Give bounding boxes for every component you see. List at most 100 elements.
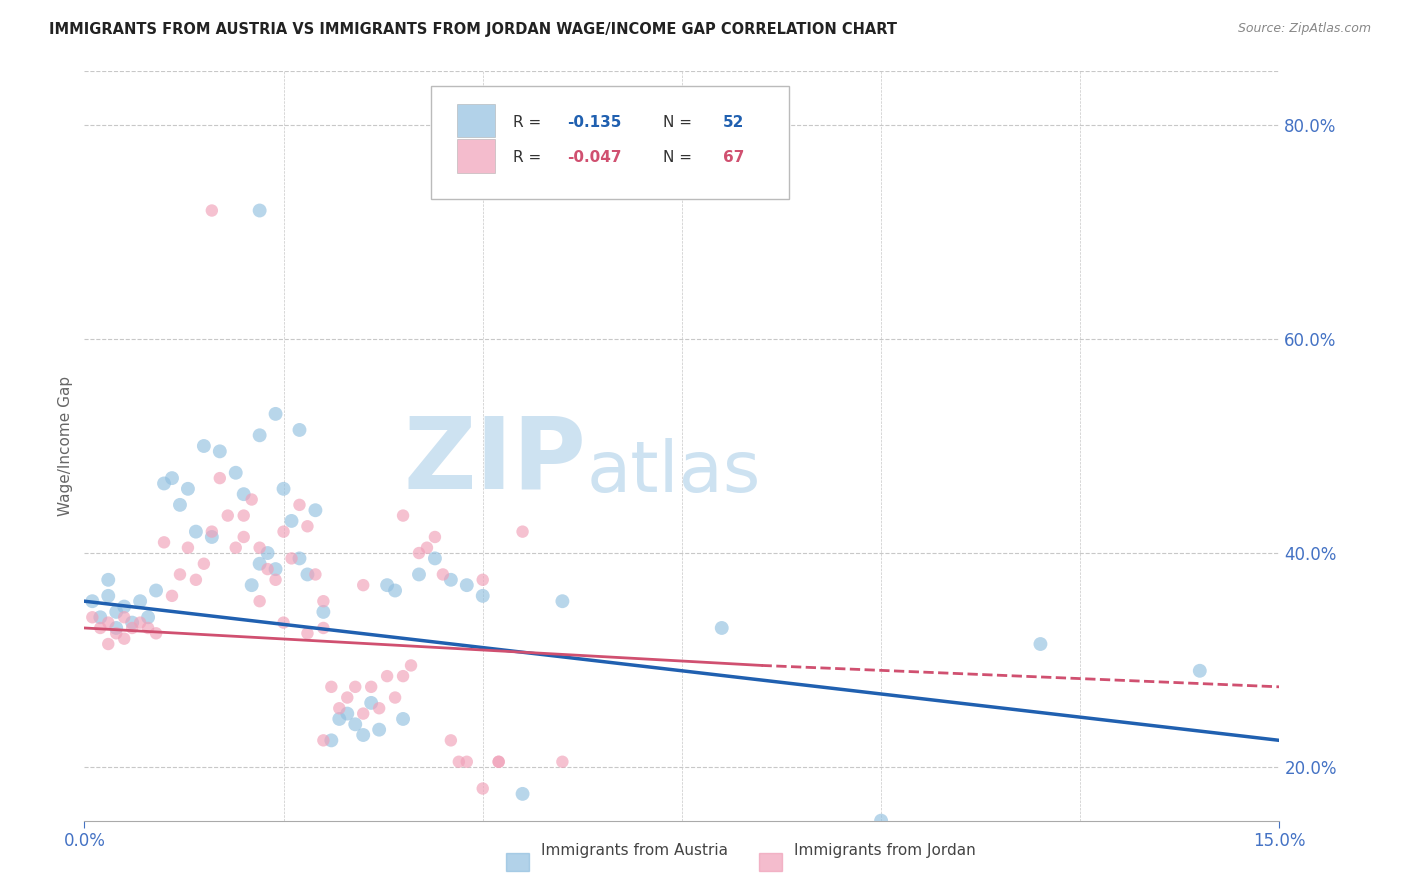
- Point: [352, 578, 374, 592]
- Point: [280, 551, 302, 566]
- Point: [240, 578, 263, 592]
- Point: [145, 626, 167, 640]
- Point: [105, 621, 128, 635]
- Point: [297, 567, 319, 582]
- Point: [488, 755, 510, 769]
- Text: IMMIGRANTS FROM AUSTRIA VS IMMIGRANTS FROM JORDAN WAGE/INCOME GAP CORRELATION CH: IMMIGRANTS FROM AUSTRIA VS IMMIGRANTS FR…: [49, 22, 897, 37]
- Point: [249, 203, 271, 218]
- Point: [440, 573, 463, 587]
- Point: [169, 567, 191, 582]
- Point: [384, 690, 406, 705]
- Point: [136, 610, 159, 624]
- Point: [112, 632, 135, 646]
- Text: R =: R =: [513, 115, 547, 130]
- Point: [249, 428, 271, 442]
- Point: [82, 610, 104, 624]
- Point: [184, 573, 207, 587]
- Point: [360, 680, 382, 694]
- Point: [440, 733, 463, 747]
- Point: [249, 557, 271, 571]
- Text: atlas: atlas: [586, 438, 761, 507]
- Point: [273, 615, 295, 630]
- Point: [1029, 637, 1052, 651]
- Point: [256, 546, 278, 560]
- Point: [312, 621, 335, 635]
- Point: [551, 755, 574, 769]
- Point: [408, 546, 430, 560]
- Point: [184, 524, 207, 539]
- Point: [249, 594, 271, 608]
- Point: [312, 733, 335, 747]
- Point: [312, 605, 335, 619]
- Point: [160, 471, 183, 485]
- Text: -0.135: -0.135: [567, 115, 621, 130]
- Point: [249, 541, 271, 555]
- Text: ZIP: ZIP: [404, 412, 586, 509]
- Point: [201, 524, 224, 539]
- Point: [121, 615, 143, 630]
- Point: [328, 712, 350, 726]
- Point: [208, 444, 231, 458]
- Point: [129, 615, 152, 630]
- Point: [710, 621, 733, 635]
- Point: [392, 712, 415, 726]
- Point: [273, 524, 295, 539]
- Point: [408, 567, 430, 582]
- Point: [297, 519, 319, 533]
- Point: [375, 669, 398, 683]
- Point: [288, 423, 311, 437]
- Point: [105, 626, 128, 640]
- FancyBboxPatch shape: [432, 87, 790, 199]
- Point: [177, 482, 200, 496]
- Point: [328, 701, 350, 715]
- FancyBboxPatch shape: [457, 103, 495, 137]
- Point: [321, 680, 343, 694]
- Point: [264, 562, 287, 576]
- Text: Immigrants from Austria: Immigrants from Austria: [541, 843, 728, 858]
- Point: [97, 615, 120, 630]
- Point: [416, 541, 439, 555]
- Point: [471, 781, 494, 796]
- Point: [177, 541, 200, 555]
- Point: [280, 514, 302, 528]
- Point: [232, 530, 254, 544]
- Point: [392, 508, 415, 523]
- Point: [89, 621, 111, 635]
- Text: N =: N =: [662, 150, 696, 165]
- Point: [160, 589, 183, 603]
- Point: [225, 466, 247, 480]
- Text: N =: N =: [662, 115, 696, 130]
- Point: [344, 717, 367, 731]
- Point: [273, 482, 295, 496]
- Point: [82, 594, 104, 608]
- Point: [456, 578, 478, 592]
- Text: Source: ZipAtlas.com: Source: ZipAtlas.com: [1237, 22, 1371, 36]
- Point: [336, 706, 359, 721]
- Point: [360, 696, 382, 710]
- Point: [288, 498, 311, 512]
- Point: [232, 487, 254, 501]
- Text: 67: 67: [723, 150, 744, 165]
- Point: [471, 573, 494, 587]
- Point: [344, 680, 367, 694]
- Y-axis label: Wage/Income Gap: Wage/Income Gap: [58, 376, 73, 516]
- Point: [456, 755, 478, 769]
- Point: [89, 610, 111, 624]
- Point: [368, 701, 391, 715]
- Point: [169, 498, 191, 512]
- Text: 52: 52: [723, 115, 744, 130]
- Point: [512, 787, 534, 801]
- Point: [447, 755, 470, 769]
- Point: [208, 471, 231, 485]
- Point: [432, 567, 454, 582]
- Point: [193, 557, 215, 571]
- Point: [232, 508, 254, 523]
- Point: [121, 621, 143, 635]
- Point: [304, 567, 326, 582]
- Text: -0.047: -0.047: [567, 150, 621, 165]
- Point: [256, 562, 278, 576]
- Point: [153, 476, 176, 491]
- Point: [105, 605, 128, 619]
- Point: [193, 439, 215, 453]
- Point: [384, 583, 406, 598]
